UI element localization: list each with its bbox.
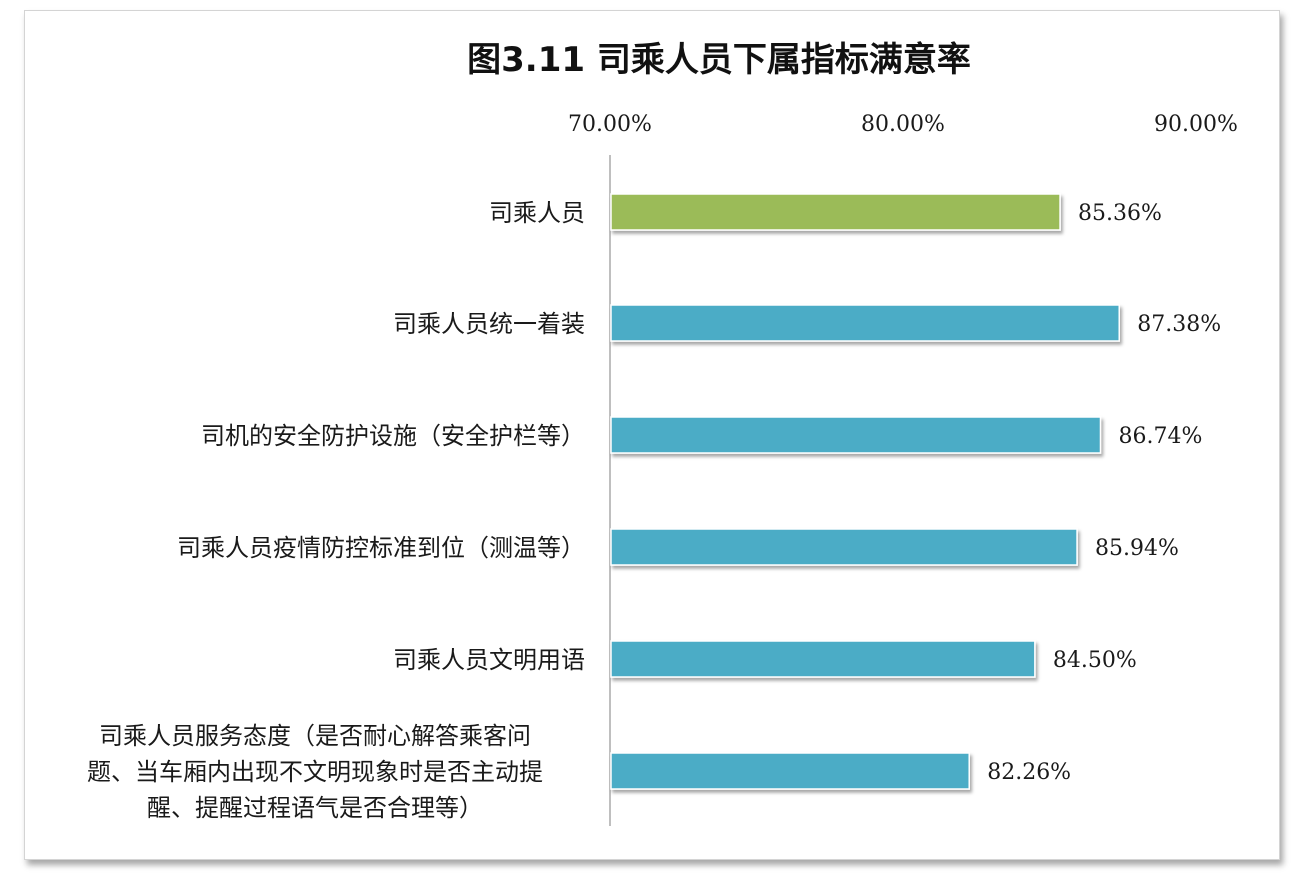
chart-title: 图3.11 司乘人员下属指标满意率	[467, 40, 971, 80]
category-label: 司机的安全防护设施（安全护栏等）	[201, 422, 585, 450]
x-tick-label: 90.00%	[1154, 112, 1238, 137]
bar	[610, 752, 970, 790]
category-label: 题、当车厢内出现不文明现象时是否主动提	[87, 758, 543, 786]
bar	[610, 528, 1078, 566]
data-label: 85.94%	[1095, 536, 1179, 561]
data-label: 84.50%	[1053, 648, 1137, 673]
bar	[610, 416, 1102, 454]
category-label: 醒、提醒过程语气是否合理等）	[147, 794, 483, 822]
category-label: 司乘人员统一着装	[393, 310, 585, 338]
data-label: 82.26%	[987, 760, 1071, 785]
x-tick-label: 80.00%	[861, 112, 945, 137]
x-tick-label: 70.00%	[568, 112, 652, 137]
category-label: 司乘人员疫情防控标准到位（测温等）	[177, 534, 585, 562]
bar	[610, 304, 1120, 342]
category-label: 司乘人员文明用语	[393, 646, 585, 674]
data-label: 85.36%	[1078, 201, 1162, 226]
data-label: 86.74%	[1118, 424, 1202, 449]
bar	[610, 193, 1061, 231]
category-label: 司乘人员服务态度（是否耐心解答乘客问	[99, 722, 531, 750]
category-label: 司乘人员	[489, 199, 585, 227]
data-label: 87.38%	[1137, 312, 1221, 337]
bar	[610, 640, 1036, 678]
